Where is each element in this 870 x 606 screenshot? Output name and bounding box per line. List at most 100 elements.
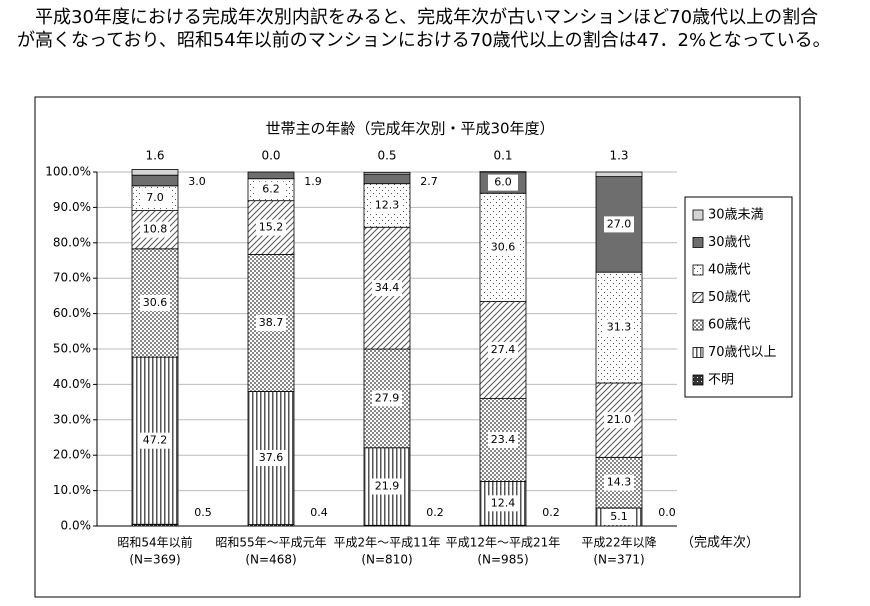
y-tick-label: 100.0%: [45, 165, 91, 179]
value-label-box: [372, 390, 402, 407]
value-label-box: [140, 221, 170, 238]
x-tick-count: (N=985): [477, 553, 528, 567]
x-tick-count: (N=468): [245, 553, 296, 567]
value-label: 27.4: [491, 343, 516, 356]
value-label: 6.2: [262, 183, 280, 196]
bar-segment: [595, 171, 643, 178]
y-tick-label: 40.0%: [53, 377, 91, 391]
x-tick-count: (N=371): [593, 553, 644, 567]
value-label: 0.5: [194, 506, 212, 519]
x-tick-label: 平成22年以降: [581, 536, 656, 550]
x-axis-label: （完成年次）: [681, 535, 759, 551]
value-label: 0.5: [377, 149, 396, 163]
chart-title: 世帯主の年齢（完成年次別・平成30年度）: [265, 120, 554, 138]
legend-swatch: [692, 237, 704, 248]
value-label: 21.0: [607, 413, 632, 426]
y-tick-label: 0.0%: [61, 519, 92, 533]
y-tick-label: 90.0%: [53, 200, 91, 214]
bar-segment: [131, 174, 179, 187]
y-tick-label: 70.0%: [53, 271, 91, 285]
value-label: 1.6: [145, 149, 164, 163]
legend-label: 50歳代: [708, 290, 751, 305]
value-label: 2.7: [420, 175, 438, 188]
legend-swatch: [692, 292, 704, 303]
x-tick-label: 平成12年～平成21年: [446, 536, 561, 550]
y-tick-label: 20.0%: [53, 448, 91, 462]
y-tick-label: 10.0%: [53, 483, 91, 497]
value-label: 47.2: [143, 434, 168, 447]
y-tick-label: 80.0%: [53, 235, 91, 249]
value-label-box: [140, 432, 170, 449]
value-label-box: [372, 478, 402, 495]
legend-label: 不明: [708, 373, 734, 388]
value-label: 27.0: [607, 217, 632, 230]
legend-label: 70歳代以上: [708, 345, 777, 360]
value-label: 1.9: [304, 175, 322, 188]
intro-text: 平成30年度における完成年次別内訳をみると、完成年次が古いマンションほど70歳代…: [17, 7, 831, 51]
value-label: 37.6: [259, 451, 284, 464]
bar-segment: [479, 398, 527, 482]
value-label: 38.7: [259, 316, 284, 329]
value-label: 31.3: [607, 321, 632, 334]
value-label: 14.3: [607, 476, 632, 489]
value-label: 7.0: [146, 191, 164, 204]
legend-label: 30歳未満: [708, 208, 764, 223]
bar-segment: [363, 171, 411, 175]
value-label-box: [488, 342, 518, 359]
value-label: 1.3: [609, 149, 628, 163]
legend-label: 30歳代: [708, 235, 751, 250]
value-label: 6.0: [494, 176, 512, 189]
value-label: 0.1: [493, 149, 512, 163]
value-label-box: [372, 280, 402, 297]
value-label-box: [488, 239, 518, 256]
x-tick-label: 昭和54年以前: [117, 535, 192, 550]
value-label: 30.6: [143, 296, 168, 309]
value-label: 30.6: [491, 240, 516, 253]
value-label: 0.4: [310, 506, 328, 519]
chart-frame: [34, 96, 801, 598]
value-label-box: [140, 294, 170, 311]
value-label-box: [488, 495, 518, 512]
value-label: 0.2: [426, 506, 444, 519]
value-label: 23.4: [491, 433, 516, 446]
value-label-box: [604, 508, 634, 525]
value-label-box: [604, 319, 634, 336]
value-label-box: [488, 174, 518, 191]
value-label-box: [256, 314, 286, 331]
bar-segment: [131, 169, 179, 176]
x-tick-label: 昭和55年～平成元年: [215, 536, 326, 550]
y-tick-label: 30.0%: [53, 412, 91, 426]
bar-segment: [363, 173, 411, 185]
y-tick-label: 50.0%: [53, 342, 91, 356]
value-label: 27.9: [375, 391, 400, 404]
value-label: 34.4: [375, 281, 400, 294]
legend-swatch: [692, 319, 704, 331]
value-label: 10.8: [143, 223, 168, 236]
legend-label: 40歳代: [708, 263, 751, 278]
legend-label: 60歳代: [708, 318, 751, 333]
value-label: 0.0: [658, 506, 676, 519]
x-tick-label: 平成2年～平成11年: [334, 536, 441, 550]
value-label-box: [604, 216, 634, 233]
value-label: 12.3: [375, 198, 400, 211]
x-tick-count: (N=810): [361, 553, 412, 567]
value-label-box: [488, 431, 518, 448]
value-label-box: [256, 219, 286, 236]
value-label-box: [372, 197, 402, 214]
value-label: 12.4: [491, 496, 516, 509]
legend-swatch: [692, 374, 704, 386]
legend-swatch: [692, 209, 704, 221]
value-label: 0.0: [261, 149, 280, 163]
value-label: 21.9: [375, 480, 400, 493]
legend-swatch: [692, 347, 704, 358]
value-label: 3.0: [188, 175, 206, 188]
legend-swatch: [692, 264, 704, 276]
value-label-box: [256, 181, 286, 198]
bar-segment: [247, 171, 295, 180]
value-label: 0.2: [542, 506, 560, 519]
value-label-box: [140, 190, 170, 207]
y-tick-label: 60.0%: [53, 306, 91, 320]
value-label-box: [604, 474, 634, 491]
value-label-box: [256, 450, 286, 467]
value-label: 15.2: [259, 221, 284, 234]
